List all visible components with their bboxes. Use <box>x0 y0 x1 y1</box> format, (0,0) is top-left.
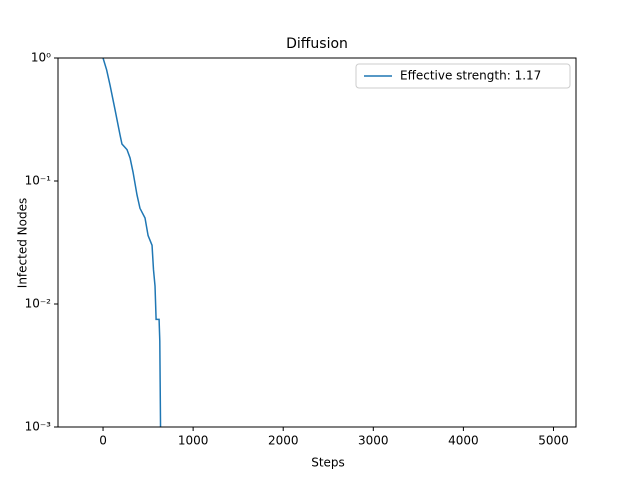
x-tick-label: 4000 <box>448 434 479 448</box>
x-tick-label: 0 <box>99 434 107 448</box>
legend-label: Effective strength: 1.17 <box>400 69 541 83</box>
y-tick-label: 10⁻³ <box>25 420 52 434</box>
x-axis-label: Steps <box>311 456 345 470</box>
y-tick-label: 10⁻¹ <box>25 174 52 188</box>
x-tick-label: 3000 <box>358 434 389 448</box>
plot-frame <box>57 57 577 428</box>
legend: Effective strength: 1.17 <box>355 63 571 89</box>
x-tick-label: 5000 <box>538 434 569 448</box>
legend-box <box>355 63 571 89</box>
x-tick-label: 1000 <box>178 434 209 448</box>
chart-title: Diffusion <box>286 36 348 52</box>
y-tick-label: 10⁻² <box>25 297 52 311</box>
data-line <box>102 58 162 427</box>
y-axis-label: Infected Nodes <box>16 198 30 288</box>
y-tick-label: 10⁰ <box>31 51 51 65</box>
x-tick-label: 2000 <box>268 434 299 448</box>
